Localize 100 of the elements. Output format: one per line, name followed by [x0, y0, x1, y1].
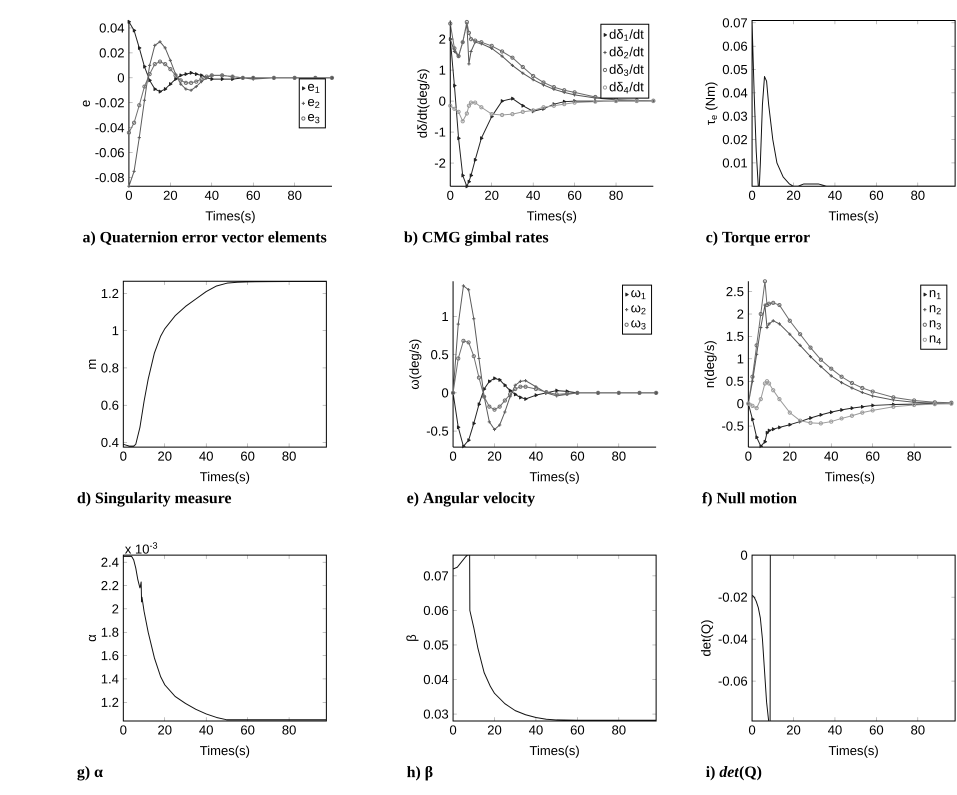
x-tick-label: 60	[568, 190, 582, 200]
x-tick-label: 20	[158, 452, 172, 461]
y-axis-title: e	[82, 100, 90, 107]
y-axis-title: ω(deg/s)	[409, 340, 422, 390]
y-tick-label: -0.5	[426, 426, 448, 436]
y-tick-label: 0.04	[100, 24, 124, 33]
y-tick-label: 0.05	[424, 640, 448, 650]
y-tick-label: 0.01	[722, 158, 748, 168]
y-axis-title: τ$_{e}$ (Nm)	[705, 82, 718, 126]
x-tick-label: 60	[870, 726, 884, 735]
y-tick-label: 0.03	[424, 710, 448, 719]
y-tick-label: 0.5	[431, 350, 448, 360]
legend-label: ω$_{3}$	[631, 320, 646, 330]
text: i) det(Q)	[706, 766, 762, 781]
y-tick-label: 1.5	[726, 332, 744, 342]
y-tick-label: 1	[440, 66, 446, 75]
y-tick-label: 0	[439, 96, 446, 106]
y-tick-label: 1	[738, 354, 744, 364]
x-tick-label: 60	[866, 452, 880, 461]
x-axis-title: Times(s)	[526, 211, 576, 224]
text: e) Angular velocity	[407, 492, 535, 507]
x-tick-label: 20	[783, 452, 797, 461]
y-tick-label: 2.2	[101, 581, 118, 590]
x-tick-label: 20	[488, 726, 502, 735]
x-axis-title: Times(s)	[200, 472, 250, 484]
legend-label: dδ$_{4}$/dt	[610, 82, 644, 94]
x-tick-label: 60	[570, 452, 584, 461]
x-axis-title: Times(s)	[530, 472, 579, 484]
x-tick-label: 20	[786, 190, 800, 200]
x-tick-label: 40	[528, 726, 543, 735]
y-tick-label: 0.4	[101, 438, 119, 448]
y-tick-label: 0	[442, 388, 448, 398]
legend-label: ω$_{1}$	[631, 290, 646, 300]
x-tick-label: 60	[241, 726, 254, 735]
x-tick-label: 80	[612, 452, 626, 461]
y-tick-label: -0.06	[718, 676, 748, 686]
x-tick-label: 40	[828, 190, 842, 200]
y-tick-label: 1.4	[102, 674, 119, 684]
text: f) Null motion	[702, 492, 797, 507]
y-axis-title: dδ/dt(deg/s)	[417, 70, 430, 138]
y-tick-label: 0.03	[722, 112, 748, 122]
y-tick-label: -0.08	[95, 173, 124, 182]
y-axis-title: β	[406, 635, 418, 642]
y-axis-title: α	[88, 634, 96, 642]
x-tick-label: 60	[241, 452, 254, 461]
legend-label: n$_{1}$	[930, 290, 941, 300]
y-tick-label: 2.5	[726, 287, 744, 296]
x-tick-label: 80	[282, 726, 296, 735]
x-tick-label: 0	[748, 190, 756, 200]
text: c) Torque error	[706, 232, 810, 246]
y-tick-label: -0.02	[718, 592, 748, 602]
y-tick-label: -0.06	[95, 148, 124, 158]
x-tick-label: 60	[570, 726, 584, 735]
y-tick-label: -2	[434, 158, 446, 168]
text: b) CMG gimbal rates	[404, 232, 548, 246]
x-tick-label: 40	[199, 726, 213, 735]
y-tick-label: 0.06	[424, 606, 448, 616]
y-tick-label: 0	[118, 73, 124, 83]
text: g) α	[77, 766, 103, 781]
x-tick-label: 0	[450, 726, 456, 735]
x-tick-label: 40	[526, 190, 540, 200]
x-tick-label: 20	[164, 190, 178, 200]
x-tick-label: 60	[870, 190, 884, 200]
x-tick-label: 80	[907, 452, 921, 461]
x-axis-title: Times(s)	[828, 746, 878, 758]
legend-label: e$_{1}$	[308, 84, 320, 94]
y-tick-label: 0.06	[722, 42, 748, 52]
x-tick-label: 40	[528, 452, 543, 461]
x-tick-label: 80	[609, 190, 623, 200]
y-tick-label: -0.04	[95, 123, 124, 133]
x-tick-label: 80	[911, 190, 925, 200]
x-tick-label: 60	[246, 190, 260, 200]
legend-label: dδ$_{3}$/dt	[610, 64, 644, 76]
legend-label: e$_{3}$	[308, 114, 320, 124]
legend-label: ω$_{2}$	[631, 305, 646, 314]
x-axis-title: Times(s)	[825, 472, 874, 484]
y-tick-label: 0	[737, 399, 744, 408]
x-tick-label: 80	[282, 452, 296, 461]
text: a) Quaternion error vector elements	[83, 232, 326, 246]
y-tick-label: -1	[434, 128, 446, 137]
legend-label: e$_{2}$	[308, 99, 320, 108]
legend-label: n$_{2}$	[930, 305, 941, 314]
y-tick-label: 1.8	[102, 628, 118, 638]
x-tick-label: 40	[824, 452, 838, 461]
y-tick-label: 0	[740, 550, 748, 560]
x-axis-title: Times(s)	[206, 211, 255, 224]
y-tick-label: -0.5	[722, 422, 744, 431]
y-tick-label: 2	[737, 310, 744, 319]
y-tick-label: 0.02	[100, 48, 124, 58]
x-tick-label: 0	[450, 452, 456, 461]
y-tick-label: 0.02	[722, 135, 748, 144]
x-tick-label: 20	[485, 190, 498, 200]
y-tick-label: 0.8	[101, 364, 118, 373]
legend-label: dδ$_{1}$/dt	[610, 29, 644, 41]
legend-label: dδ$_{2}$/dt	[610, 47, 644, 59]
y-tick-label: 1.2	[102, 698, 118, 708]
y-tick-label: 2.4	[101, 558, 119, 567]
x-tick-label: 20	[158, 726, 172, 735]
y-tick-label: -0.02	[95, 98, 124, 108]
legend-label: n$_{4}$	[930, 336, 941, 345]
